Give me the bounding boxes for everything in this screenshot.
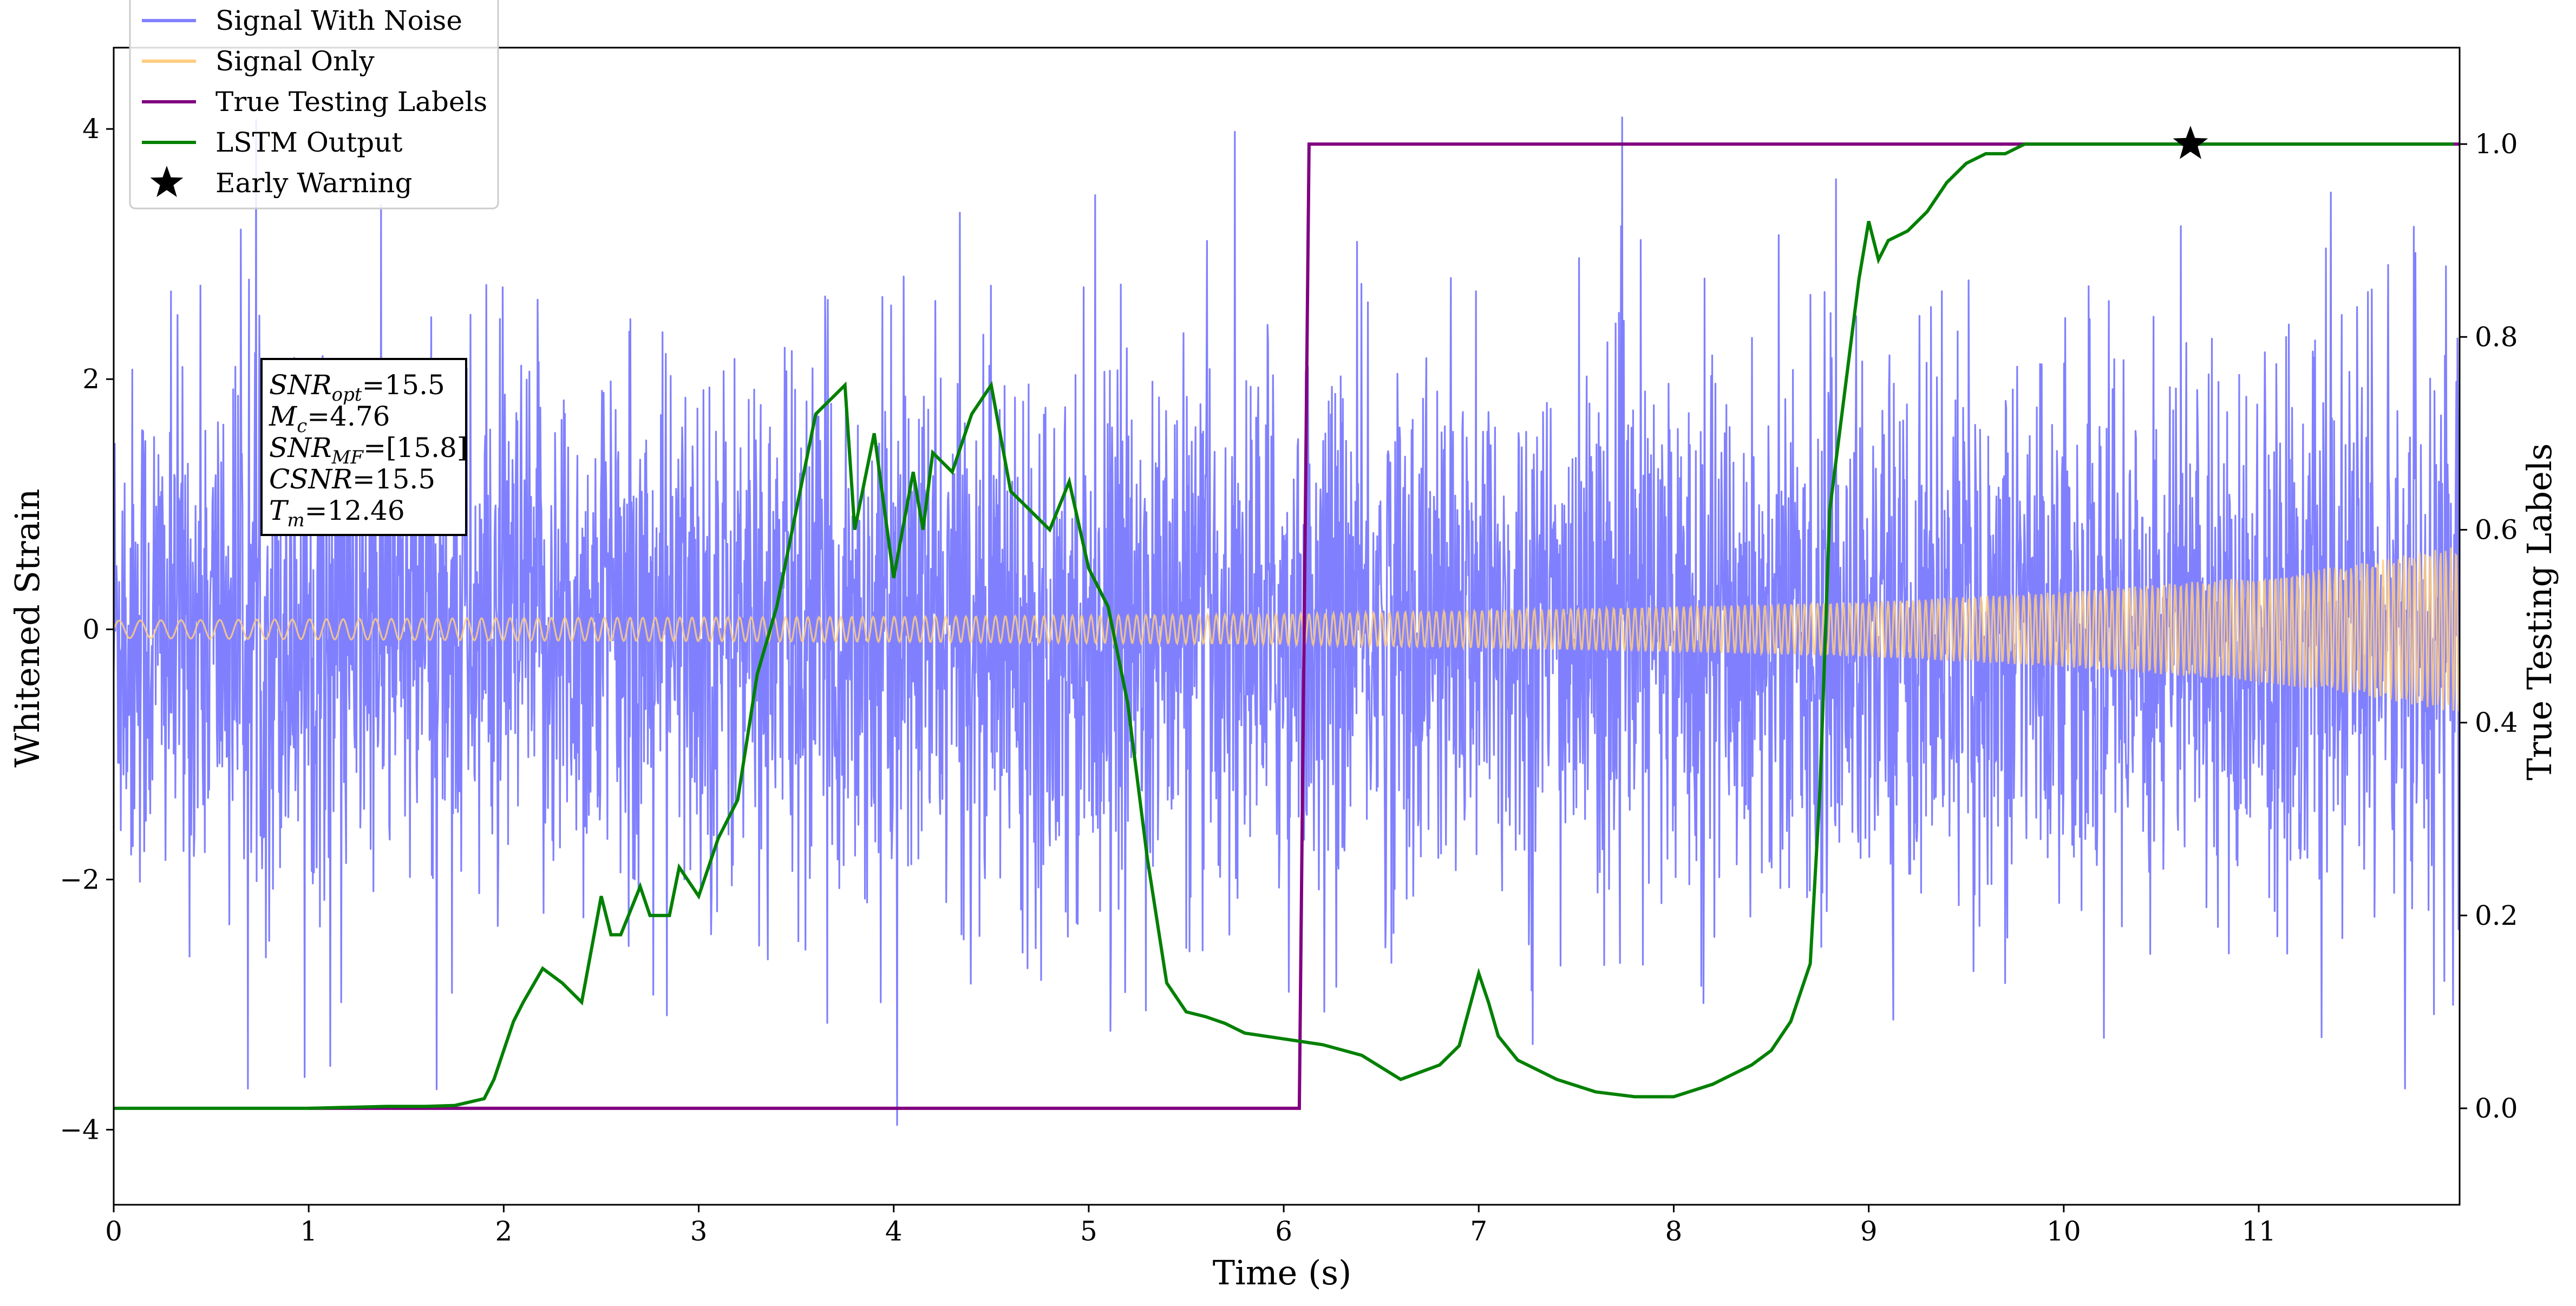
x-tick-label: 1 xyxy=(300,1216,317,1247)
x-axis-title: Time (s) xyxy=(1213,1253,1352,1292)
parameter-subscript: opt xyxy=(332,384,362,406)
parameter-line: Mc=4.76 xyxy=(269,401,390,437)
parameter-line: SNRMF=[15.8] xyxy=(269,432,467,468)
parameter-value: =12.46 xyxy=(305,495,405,526)
y-tick-label: −4 xyxy=(60,1114,100,1145)
parameter-line: SNRopt=15.5 xyxy=(269,369,445,406)
x-tick-label: 3 xyxy=(690,1216,708,1247)
x-tick-label: 8 xyxy=(1665,1216,1683,1247)
x-tick-label: 2 xyxy=(495,1216,512,1247)
parameter-subscript: c xyxy=(297,415,307,437)
lstm-output-line xyxy=(114,142,2454,1110)
parameter-symbol: T xyxy=(269,495,289,526)
legend-frame xyxy=(129,0,499,210)
legend-label: Signal Only xyxy=(215,45,375,77)
signal-only-line xyxy=(114,547,2460,711)
y2-axis-ticks: 0.0 0.2 0.4 0.6 0.8 1.0 xyxy=(2460,128,2518,1124)
legend: Signal With Noise Signal Only True Testing… xyxy=(129,0,499,210)
signal-only-series xyxy=(114,547,2460,711)
x-tick-label: 10 xyxy=(2047,1216,2081,1247)
legend-label: Signal With Noise xyxy=(215,5,462,36)
y-tick-label: −2 xyxy=(60,864,100,895)
parameter-symbol: SNR xyxy=(269,432,332,463)
x-tick-label: 11 xyxy=(2241,1216,2276,1247)
parameter-symbol: M xyxy=(269,401,298,432)
true-testing-labels-line xyxy=(309,142,2460,1110)
legend-label: True Testing Labels xyxy=(215,86,487,117)
parameters-box-frame xyxy=(260,358,467,536)
parameter-symbol: CSNR xyxy=(269,463,352,495)
x-tick-label: 0 xyxy=(105,1216,122,1247)
plot-area xyxy=(114,116,2460,1126)
y2-tick-label: 0.6 xyxy=(2475,514,2518,545)
parameter-value: =[15.8] xyxy=(363,432,467,463)
x-tick-label: 5 xyxy=(1080,1216,1097,1247)
legend-label: LSTM Output xyxy=(215,127,402,158)
y-tick-label: 4 xyxy=(82,113,100,145)
x-tick-label: 4 xyxy=(885,1216,903,1247)
x-tick-label: 9 xyxy=(1860,1216,1878,1247)
y-axis-ticks: −4 −2 0 2 4 xyxy=(60,113,114,1145)
y2-axis-title: True Testing Labels xyxy=(2520,443,2559,781)
y2-tick-label: 1.0 xyxy=(2475,128,2518,160)
y2-tick-label: 0.0 xyxy=(2475,1093,2518,1124)
plot-frame xyxy=(113,47,2461,1206)
parameters-box: SNRopt=15.5Mc=4.76SNRMF=[15.8]CSNR=15.5T… xyxy=(260,358,467,536)
y2-tick-label: 0.4 xyxy=(2475,707,2518,739)
parameter-value: =15.5 xyxy=(352,463,435,495)
legend-label: Early Warning xyxy=(215,167,413,199)
y-tick-label: 2 xyxy=(82,363,100,395)
y-axis-title: Whitened Strain xyxy=(8,489,47,768)
x-tick-label: 7 xyxy=(1470,1216,1487,1247)
y-tick-label: 0 xyxy=(82,613,100,645)
early-warning-star xyxy=(2173,126,2208,159)
x-tick-label: 6 xyxy=(1275,1216,1292,1247)
x-axis-ticks: 0 1 2 3 4 5 6 7 8 9 10 11 xyxy=(105,1205,2276,1247)
y2-tick-label: 0.2 xyxy=(2475,900,2518,931)
parameter-line: Tm=12.46 xyxy=(269,495,405,531)
parameter-value: =15.5 xyxy=(362,369,445,401)
parameter-subscript: MF xyxy=(331,447,364,468)
parameter-line: CSNR=15.5 xyxy=(269,463,435,495)
parameter-symbol: SNR xyxy=(269,369,332,401)
y2-tick-label: 0.8 xyxy=(2475,321,2518,352)
parameter-subscript: m xyxy=(287,510,304,531)
legend-star-icon xyxy=(150,166,184,197)
parameter-value: =4.76 xyxy=(307,401,390,432)
